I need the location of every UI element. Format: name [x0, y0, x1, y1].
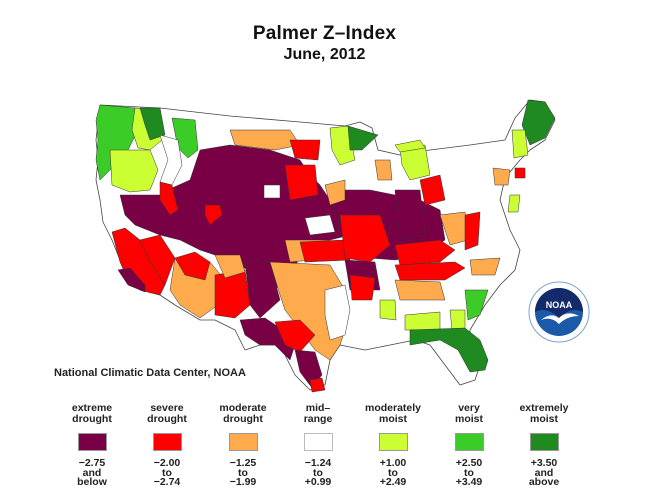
map-subtitle: June, 2012	[283, 46, 366, 63]
region-up-moist	[394, 139, 426, 153]
region-mn-ne-dark	[347, 125, 379, 151]
region-ky-red	[394, 239, 456, 266]
region-or-central	[109, 149, 159, 193]
legend-item-severe-drought: severe drought −2.00 to −2.74	[127, 403, 207, 488]
legend-range: +2.49	[379, 476, 407, 488]
legend-range: +3.49	[455, 476, 483, 488]
legend-swatch-severe-drought	[152, 433, 182, 451]
legend-swatch-mid-range	[303, 433, 333, 451]
region-mo-red	[339, 214, 391, 263]
region-ga-moist	[449, 309, 466, 331]
legend-range: −2.74	[153, 476, 181, 488]
legend-label: moderate	[219, 402, 267, 414]
legend-range: below	[77, 476, 107, 488]
region-tx-tip-red	[309, 377, 326, 393]
noaa-logo-icon: NOAA	[528, 281, 590, 343]
noaa-logo-text: NOAA	[546, 300, 573, 310]
region-ar-red	[349, 274, 376, 301]
legend-range: −1.25	[229, 457, 257, 469]
region-wi-orange	[374, 159, 393, 181]
region-sd-red	[284, 164, 319, 201]
legend-range: −1.24	[304, 457, 332, 469]
region-ca-south-extreme	[117, 267, 146, 293]
region-ma-red	[514, 167, 526, 179]
region-ne-white	[304, 214, 336, 236]
region-az-red	[174, 251, 211, 281]
map-title: Palmer Z–Index	[252, 23, 397, 44]
region-wy-white	[263, 184, 281, 199]
legend-item-very-moist: very moist +2.50 to +3.49	[429, 403, 509, 488]
legend-label: very	[458, 402, 480, 414]
legend-range: to	[464, 466, 474, 479]
region-tx-extreme-west	[239, 317, 296, 361]
region-mi-red	[419, 174, 446, 206]
legend-range: to	[313, 466, 323, 479]
region-tx-east-white	[324, 284, 351, 341]
legend-swatch-moderate-drought	[228, 433, 258, 451]
legend-range: and	[82, 466, 102, 479]
region-nv-red-strip	[159, 181, 179, 216]
legend-range: and	[534, 466, 554, 479]
region-il-extreme	[394, 189, 426, 241]
legend-range: to	[388, 466, 398, 479]
region-nc-orange	[469, 257, 501, 276]
legend-range: above	[528, 476, 560, 488]
legend-range: −2.75	[78, 457, 106, 469]
legend-range: +2.50	[455, 457, 483, 469]
region-wv-red	[464, 211, 481, 251]
region-tx-orange	[269, 261, 346, 361]
legend-swatch-very-moist	[454, 433, 484, 451]
region-al-moist	[404, 311, 441, 331]
region-me-extreme-moist	[521, 99, 556, 146]
region-nm-extreme	[244, 261, 281, 319]
region-ia-orange	[324, 179, 346, 206]
legend-range: to	[238, 466, 248, 479]
region-ut-red	[204, 204, 223, 226]
legend-label: drought	[223, 413, 263, 425]
legend-range: +1.00	[379, 457, 407, 469]
legend-label: range	[303, 413, 333, 425]
legend-swatch-extremely-moist	[529, 433, 559, 451]
legend-label: mid–	[305, 402, 331, 414]
legend-item-extreme-drought: extreme drought −2.75 and below	[52, 403, 132, 488]
region-nm-orange	[214, 254, 246, 279]
legend-item-mid-range: mid– range −1.24 to +0.99	[278, 403, 358, 488]
legend-swatch-moderately-moist	[378, 433, 408, 451]
legend-label: moist	[529, 413, 558, 425]
region-nd-orange	[229, 129, 301, 151]
legend-range: +3.50	[530, 457, 558, 469]
region-ny-orange	[492, 167, 511, 186]
legend-swatch-extreme-drought	[77, 433, 107, 451]
region-tn-red	[394, 261, 466, 281]
legend-range: +0.99	[304, 476, 332, 488]
region-nd-red	[289, 139, 321, 161]
region-nv-south-red	[139, 234, 176, 286]
legend-range: −2.00	[153, 457, 181, 469]
legend: extreme drought −2.75 and below severe droug…	[52, 403, 592, 498]
region-nj-moist	[507, 194, 521, 213]
region-ks-red	[299, 239, 351, 263]
legend-label: moist	[378, 413, 407, 425]
legend-label: moderately	[364, 402, 422, 414]
legend-label: drought	[147, 413, 187, 425]
legend-item-moderate-drought: moderate drought −1.25 to −1.99	[203, 403, 283, 488]
legend-item-moderately-moist: moderately moist +1.00 to +2.49	[353, 403, 433, 488]
region-ms-moist	[379, 299, 397, 321]
region-vt-nh-moist	[511, 129, 529, 159]
legend-label: drought	[72, 413, 112, 425]
legend-range: −1.99	[229, 476, 257, 488]
legend-label: moist	[454, 413, 483, 425]
legend-range: to	[162, 466, 172, 479]
legend-item-extremely-moist: extremely moist +3.50 and above	[504, 403, 584, 488]
legend-label: severe	[150, 402, 184, 414]
credit-text: National Climatic Data Center, NOAA	[54, 367, 246, 379]
region-tx-red-central	[274, 319, 316, 353]
region-se-orange	[394, 279, 446, 301]
legend-label: extremely	[519, 402, 569, 414]
region-fl-extreme-moist	[409, 327, 489, 373]
region-sc-very-moist	[464, 289, 489, 321]
legend-label: extreme	[71, 402, 113, 414]
region-mt-nw-dark	[139, 107, 166, 141]
